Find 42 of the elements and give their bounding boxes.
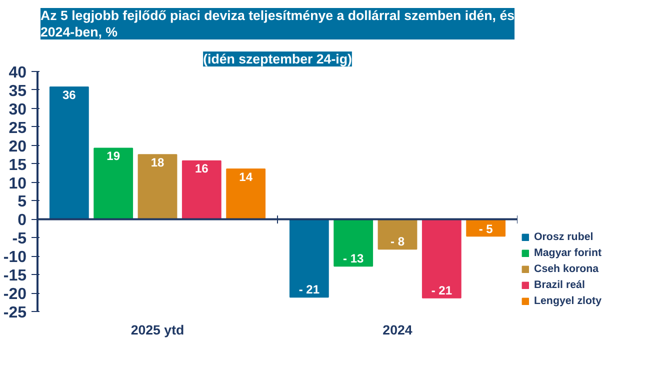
y-tick-label: 15 xyxy=(8,156,27,174)
data-label: 16 xyxy=(194,162,209,176)
data-label: 18 xyxy=(150,155,164,170)
data-label: - 8 xyxy=(390,234,405,249)
data-label: - 21 xyxy=(431,283,452,298)
data-label: - 5 xyxy=(478,222,494,236)
bar xyxy=(182,160,222,220)
bar xyxy=(334,218,374,267)
y-tick-label: 0 xyxy=(18,212,27,230)
y-tick-label: 35 xyxy=(8,82,27,100)
bar xyxy=(138,154,178,220)
legend-label: Cseh korona xyxy=(534,263,599,275)
x-tick-label: 2025 ytd xyxy=(130,322,184,338)
y-tick-label: 10 xyxy=(8,175,27,192)
y-tick-label: -20 xyxy=(3,286,27,304)
data-label: 14 xyxy=(239,170,253,184)
y-tick-label: -15 xyxy=(3,268,27,285)
legend-label: Magyar forint xyxy=(534,247,602,259)
y-tick-label: -5 xyxy=(12,230,27,248)
data-label: 36 xyxy=(62,88,76,102)
data-label: 19 xyxy=(106,149,120,164)
legend-label: Brazil reál xyxy=(534,279,585,291)
bar xyxy=(226,168,266,220)
legend-label: Orosz rubel xyxy=(534,231,594,243)
bar xyxy=(289,218,329,298)
bar xyxy=(94,148,134,220)
y-tick-label: -25 xyxy=(3,304,27,322)
y-tick-label: -10 xyxy=(3,249,27,266)
y-tick-label: 30 xyxy=(8,101,27,118)
chart-subtitle: (idén szeptember 24-ig) xyxy=(203,52,352,66)
bar xyxy=(422,218,462,298)
y-tick-label: 5 xyxy=(18,194,27,211)
x-tick-label: 2024 xyxy=(382,322,413,338)
chart-title: Az 5 legjobb fejlődő piaci deviza teljesítménye a dollárral szemben idén, és 2024-ben, % xyxy=(40,8,515,40)
bar xyxy=(49,86,89,220)
y-tick-label: 20 xyxy=(8,138,27,156)
legend-label: Lengyel zloty xyxy=(534,295,602,307)
y-tick-label: 25 xyxy=(8,120,27,137)
y-tick-label: 40 xyxy=(8,64,27,82)
bar xyxy=(378,218,418,250)
data-label: - 21 xyxy=(298,282,320,297)
data-label: - 13 xyxy=(343,252,364,266)
